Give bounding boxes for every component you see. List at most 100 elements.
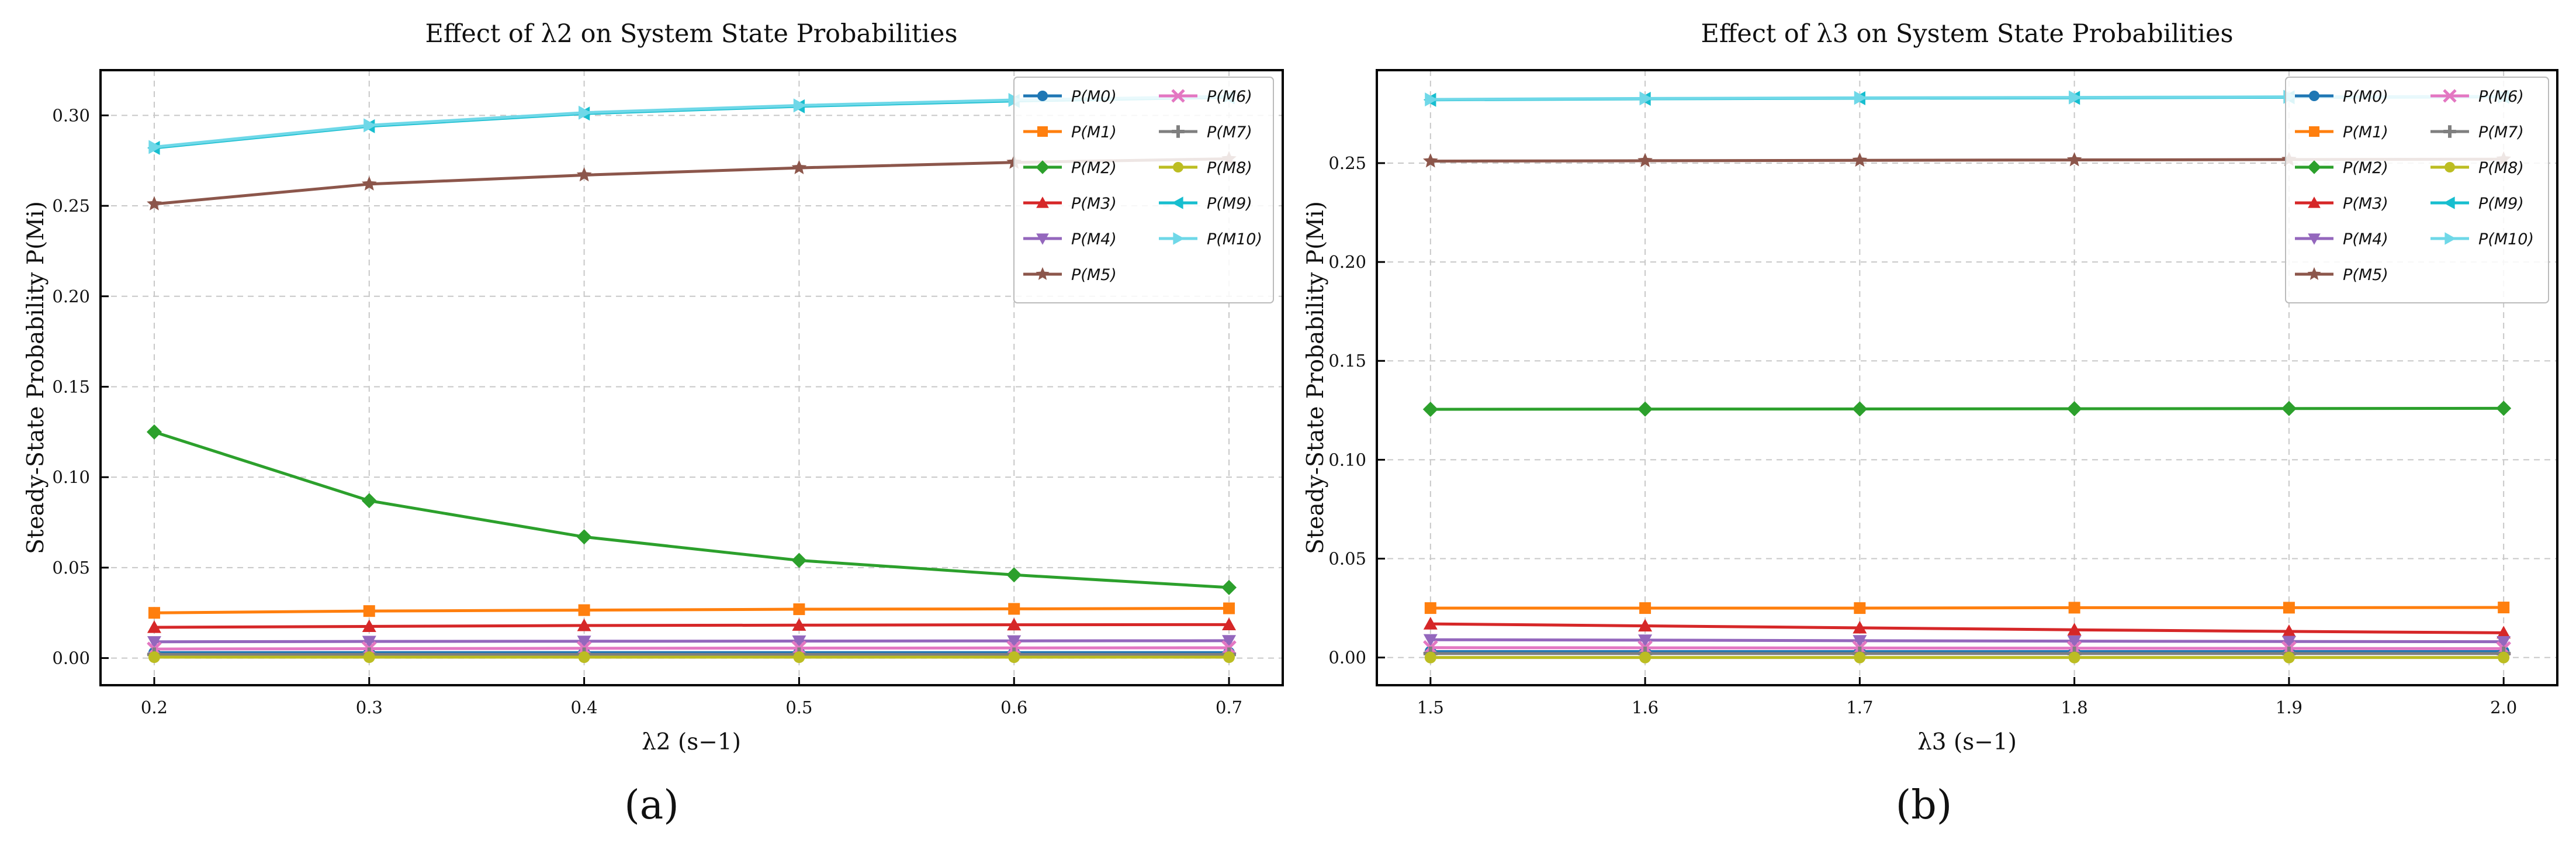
- panel-a-point-pm3: [147, 620, 161, 633]
- panel-a-point-pm8: [793, 651, 805, 664]
- panel-a-legend-marker: [1036, 160, 1050, 174]
- panel-b-point-pm2: [2066, 401, 2082, 417]
- panel-b-legend-label: P(M2): [2343, 159, 2388, 177]
- panel-a-point-pm2: [361, 493, 377, 509]
- panel-b-line-pm2: [1430, 406, 2504, 411]
- panel-b-legend-label: P(M6): [2478, 88, 2524, 106]
- panel-a-legend-item: P(M10): [1159, 230, 1262, 248]
- panel-b-point-pm3: [2497, 626, 2511, 638]
- panel-b-point-pm2: [1422, 402, 1438, 417]
- panel-a-legend-marker: [1173, 232, 1185, 245]
- panel-b-point-pm2: [2496, 400, 2512, 416]
- panel-b-point-pm4: [1853, 635, 1867, 648]
- panel-a-point-pm8: [363, 651, 375, 664]
- panel-b-ytick-label: 0.15: [1328, 351, 1366, 371]
- panel-b-line-pm6: [1430, 646, 2504, 650]
- panel-a-legend-label: P(M10): [1207, 230, 1262, 248]
- panel-b-xtick-label: 1.6: [1632, 697, 1659, 717]
- panel-b-series-pm8: [1424, 651, 2510, 664]
- panel-b-point-pm4: [2281, 636, 2296, 649]
- panel-b-legend-item: P(M2): [2295, 159, 2388, 177]
- panel-b-point-pm1: [1639, 602, 1651, 614]
- panel-b-point-pm10: [1639, 91, 1653, 106]
- panel-b-point-pm8: [1854, 651, 1866, 664]
- panel-b-line-pm4: [1430, 638, 2504, 644]
- panel-b-point-pm8: [2068, 651, 2080, 664]
- panel-a-ytick-label: 0.00: [52, 648, 90, 668]
- panel-a-xtick-label: 0.4: [571, 697, 598, 717]
- panel-a-point-pm1: [1223, 602, 1235, 614]
- panel-b-ticks: 1.5 1.6 1.7 1.8 1.9 2.0 0.00 0.05 0.10 0.15 0.20 0.…: [1328, 153, 2517, 717]
- panel-b-legend-label: P(M3): [2343, 195, 2388, 213]
- panel-a-point-pm4: [147, 636, 161, 649]
- panel-a-ticks: 0.2 0.3 0.4 0.5 0.6 0.7 0.00 0.05 0.10 0.15 0.20 0.…: [52, 105, 1242, 717]
- panel-a-point-pm4: [362, 636, 376, 649]
- panel-a-legend-label: P(M7): [1207, 123, 1252, 141]
- panel-a-series-pm1: [148, 602, 1235, 619]
- panel-b-series-pm2: [1422, 400, 2512, 417]
- panel-a-point-pm2: [791, 552, 807, 568]
- panel-b-point-pm8: [1424, 651, 1436, 664]
- panel-a-legend: P(M0) P(M1) P(M2) P(M3) P(M4) P(M5) P(M6) P(M7)…: [1013, 77, 1274, 303]
- panel-b-legend-item: P(M9): [2430, 195, 2524, 213]
- panel-a-point-pm10: [148, 140, 161, 154]
- panel-b-point-pm4: [1638, 634, 1653, 647]
- panel-b-legend-marker: [2443, 125, 2456, 138]
- panel-b-point-pm3: [1423, 617, 1438, 630]
- panel-b-point-pm5: [1637, 153, 1653, 167]
- panel-a-xtick-label: 0.5: [785, 697, 812, 717]
- panel-a-line-pm3: [154, 623, 1230, 629]
- panel-b-legend-label: P(M5): [2343, 266, 2388, 284]
- panel-a-point-pm10: [363, 118, 376, 133]
- panel-b-xtick-label: 1.5: [1417, 697, 1444, 717]
- panel-b-line-pm3: [1430, 622, 2504, 634]
- panel-b-legend-marker: [2445, 232, 2456, 245]
- panel-b: 1.5 1.6 1.7 1.8 1.9 2.0 0.00 0.05 0.10 0.15 0.20 0.…: [1303, 19, 2558, 828]
- panel-a-ytick-label: 0.05: [52, 558, 90, 578]
- panel-a-point-pm5: [361, 176, 377, 191]
- panel-b-point-pm1: [2068, 602, 2080, 614]
- panel-b-legend-marker: [2307, 267, 2321, 280]
- panel-b-legend-marker: [2307, 160, 2321, 174]
- panel-a-legend-label: P(M5): [1071, 266, 1117, 284]
- panel-a-point-pm3: [1222, 617, 1237, 630]
- panel-a-point-pm8: [148, 651, 160, 664]
- panel-a-ytick-label: 0.15: [52, 377, 90, 396]
- panel-b-axes-frame: [1376, 69, 2558, 686]
- panel-b-point-pm3: [1853, 620, 1867, 634]
- panel-a-ylabel: Steady-State Probability P(Mi): [23, 201, 49, 554]
- panel-b-label: (b): [1896, 782, 1952, 828]
- panel-b-ylabel: Steady-State Probability P(Mi): [1303, 201, 1329, 554]
- panel-a-legend-marker: [1172, 196, 1183, 209]
- panel-a-line-pm4: [154, 639, 1230, 644]
- panel-a-title: Effect of λ2 on System State Probabiliti…: [425, 19, 957, 49]
- panel-b-ytick-label: 0.25: [1328, 153, 1366, 173]
- panel-a-point-pm1: [793, 603, 805, 616]
- panel-a-legend-marker: [1037, 126, 1048, 137]
- panel-a-point-pm1: [578, 604, 590, 616]
- panel-b-point-pm8: [2498, 651, 2510, 664]
- panel-b-ytick-label: 0.20: [1328, 252, 1366, 272]
- panel-a-xtick-label: 0.2: [141, 697, 168, 717]
- panel-a-legend-item: P(M5): [1023, 266, 1117, 284]
- panel-a-legend-label: P(M4): [1071, 230, 1117, 248]
- panel-a-legend-label: P(M1): [1071, 123, 1117, 141]
- panel-a-legend-marker: [1036, 233, 1049, 245]
- panel-b-point-pm8: [1639, 651, 1651, 664]
- panel-b-xtick-label: 1.7: [1846, 697, 1873, 717]
- panel-a-point-pm2: [1006, 567, 1022, 583]
- panel-b-point-pm10: [2069, 90, 2082, 105]
- panel-a-legend-marker: [1172, 125, 1185, 138]
- panel-b-point-pm10: [1854, 91, 1867, 105]
- panel-a-ytick-label: 0.20: [52, 286, 90, 306]
- panel-a-legend-label: P(M2): [1071, 159, 1117, 177]
- panel-b-legend-label: P(M0): [2343, 88, 2388, 106]
- panel-a-series-pm3: [147, 617, 1237, 633]
- panel-a-point-pm1: [1008, 603, 1020, 615]
- panel-a-point-pm3: [792, 618, 806, 631]
- panel-b-legend-marker: [2443, 89, 2457, 103]
- panel-a-legend-item: P(M0): [1023, 88, 1117, 106]
